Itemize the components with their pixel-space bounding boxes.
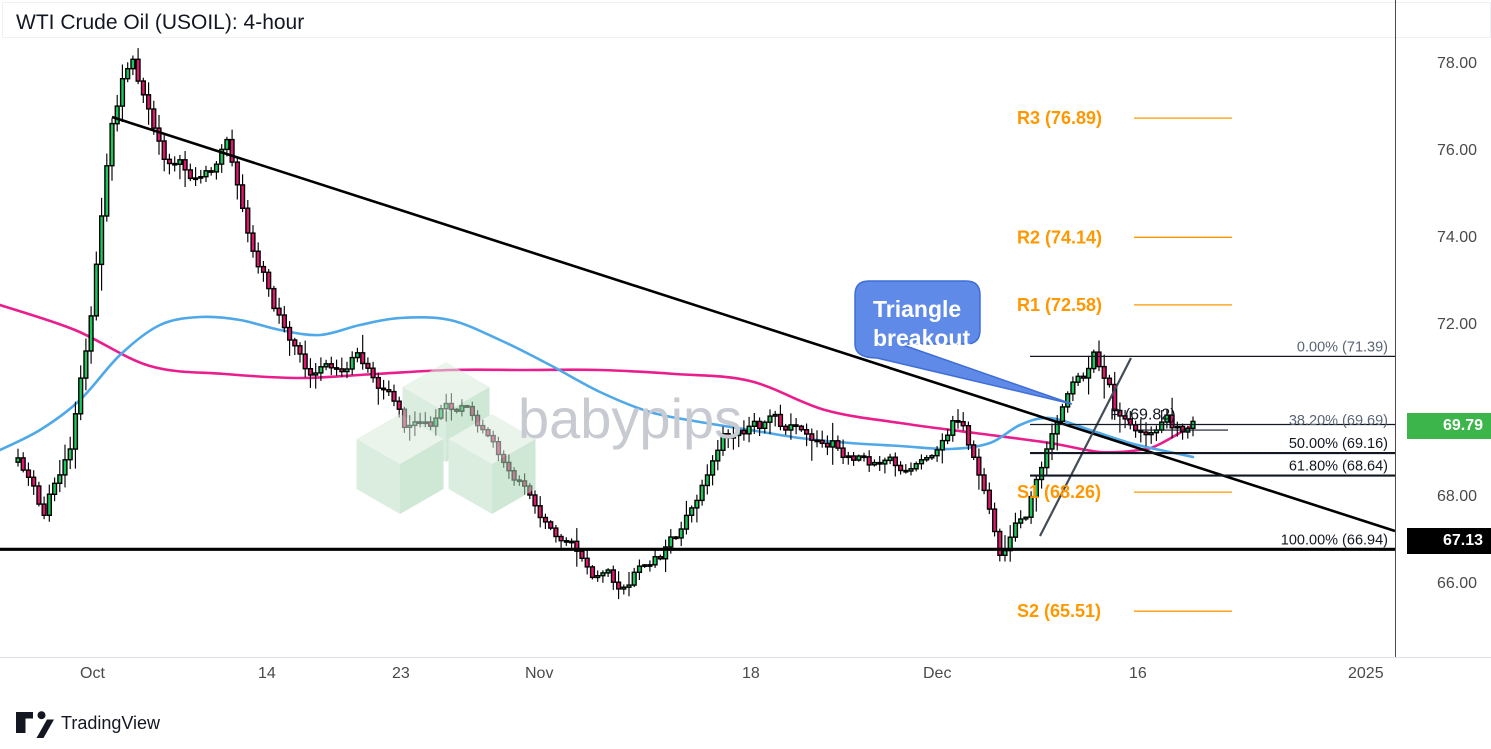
svg-text:babypips: babypips (518, 387, 742, 450)
svg-text:50.00% (69.16): 50.00% (69.16) (1289, 436, 1388, 452)
svg-text:breakout: breakout (873, 325, 970, 351)
svg-text:P (69.82): P (69.82) (1110, 407, 1176, 424)
svg-text:0.00% (71.39): 0.00% (71.39) (1297, 339, 1388, 355)
svg-text:R3 (76.89): R3 (76.89) (1017, 108, 1102, 128)
svg-text:61.80% (68.64): 61.80% (68.64) (1289, 459, 1388, 475)
svg-text:S2 (65.51): S2 (65.51) (1017, 601, 1101, 621)
svg-text:R1 (72.58): R1 (72.58) (1017, 295, 1102, 315)
svg-text:100.00% (66.94): 100.00% (66.94) (1281, 532, 1388, 548)
svg-text:R2 (74.14): R2 (74.14) (1017, 227, 1102, 247)
svg-text:S1 (68.26): S1 (68.26) (1017, 482, 1101, 502)
svg-text:38.20% (69.69): 38.20% (69.69) (1289, 413, 1388, 429)
svg-text:Triangle: Triangle (873, 296, 961, 322)
